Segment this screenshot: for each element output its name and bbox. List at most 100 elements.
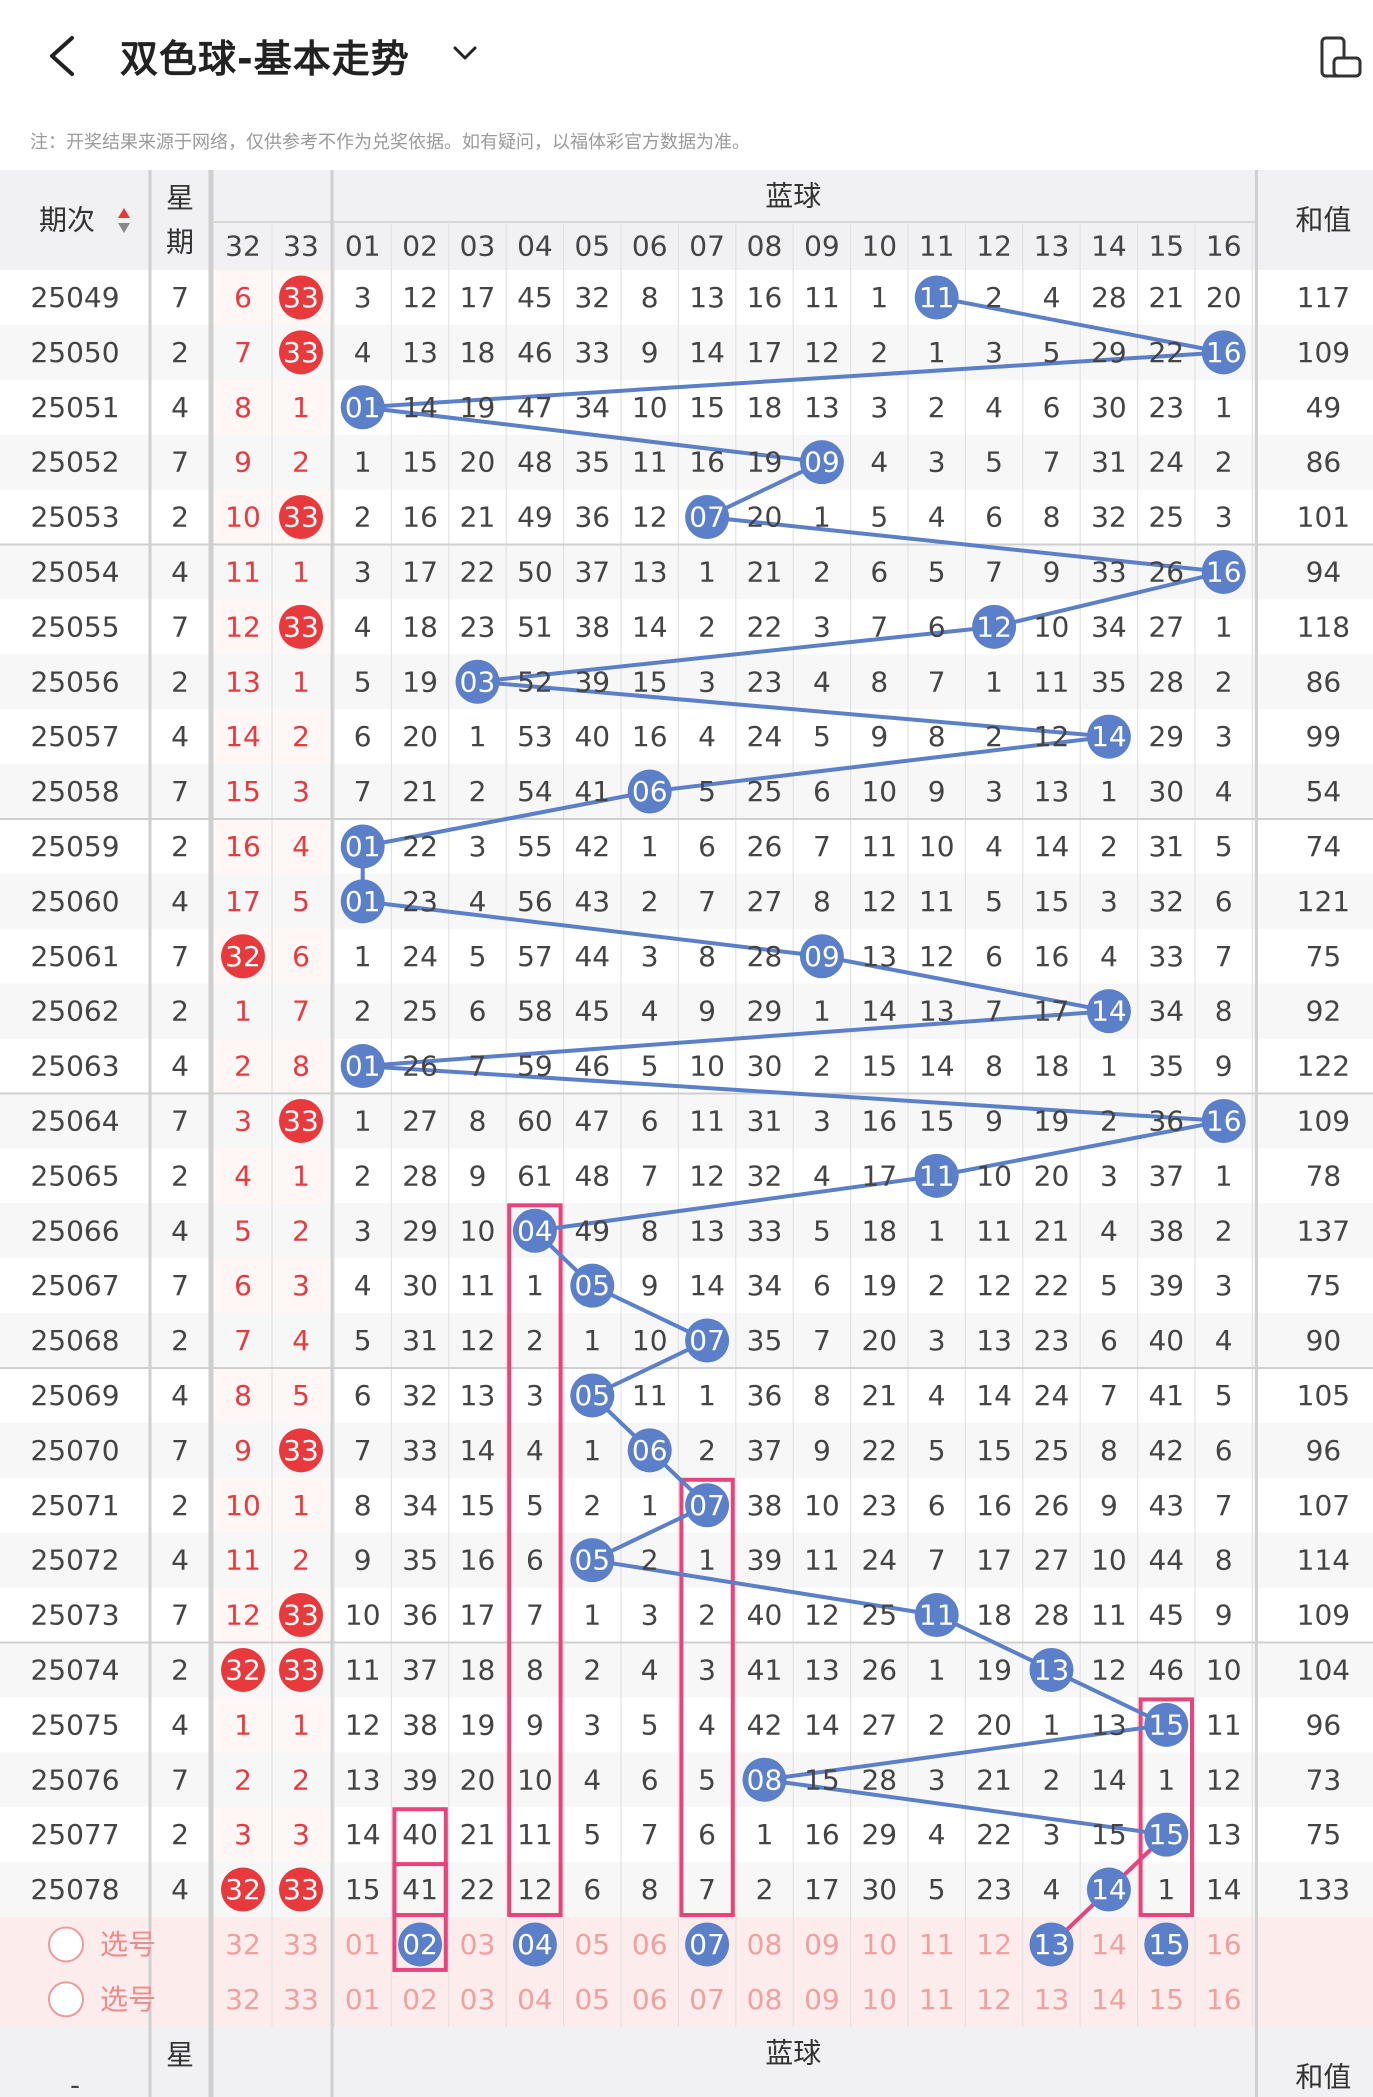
period-cell[interactable]: 25068 (30, 1324, 119, 1357)
selected-blue-ball[interactable] (398, 1922, 443, 1967)
period-cell[interactable]: 25055 (30, 610, 119, 643)
select-blue-option[interactable]: 12 (976, 1983, 1012, 2016)
blue-miss-cell: 5 (1043, 336, 1061, 369)
select-blue-option[interactable]: 13 (1034, 1983, 1070, 2016)
period-cell[interactable]: 25078 (30, 1873, 119, 1906)
select-blue-option[interactable]: 06 (632, 1928, 668, 1961)
period-cell[interactable]: 25057 (30, 720, 119, 753)
select-blue-option[interactable]: 08 (747, 1928, 783, 1961)
period-cell[interactable]: 25052 (30, 446, 119, 479)
sort-down-icon[interactable] (118, 223, 130, 233)
sort-up-icon[interactable] (118, 208, 130, 218)
select-label[interactable]: 选号 (100, 1983, 156, 2016)
period-cell[interactable]: 25065 (30, 1159, 119, 1192)
period-cell[interactable]: 25053 (30, 501, 119, 534)
period-cell[interactable]: 25070 (30, 1434, 119, 1467)
select-radio[interactable] (48, 1981, 84, 2018)
period-cell[interactable]: 25075 (30, 1708, 119, 1741)
period-cell[interactable]: 25064 (30, 1104, 119, 1137)
period-cell[interactable]: 25051 (30, 391, 119, 424)
select-red-option[interactable]: 32 (225, 1983, 261, 2016)
select-blue-option[interactable]: 06 (632, 1983, 668, 2016)
sum-cell: 86 (1306, 665, 1342, 698)
period-cell[interactable]: 25076 (30, 1763, 119, 1796)
selected-blue-number[interactable]: 04 (517, 1928, 553, 1961)
period-cell[interactable]: 25072 (30, 1544, 119, 1577)
select-blue-option[interactable]: 05 (574, 1928, 610, 1961)
period-cell[interactable]: 25059 (30, 830, 119, 863)
selected-blue-number[interactable]: 15 (1148, 1928, 1184, 1961)
blue-miss-cell: 58 (517, 995, 553, 1028)
chevron-down-icon[interactable] (450, 38, 480, 68)
page-title[interactable]: 双色球-基本走势 (120, 37, 410, 81)
weekday-cell: 7 (171, 446, 189, 479)
period-cell[interactable]: 25054 (30, 555, 119, 588)
select-red-option[interactable]: 32 (225, 1928, 261, 1961)
selected-blue-number[interactable]: 07 (689, 1928, 725, 1961)
red-miss-cell: 13 (225, 665, 261, 698)
select-blue-option[interactable]: 08 (747, 1983, 783, 2016)
rotate-screen-icon[interactable] (1318, 36, 1362, 80)
period-cell[interactable]: 25060 (30, 885, 119, 918)
period-cell[interactable]: 25074 (30, 1653, 119, 1686)
select-blue-option[interactable]: 09 (804, 1928, 840, 1961)
period-header[interactable]: 期次 (39, 204, 95, 237)
blue-miss-cell: 17 (402, 555, 438, 588)
select-blue-option[interactable]: 02 (402, 1983, 438, 2016)
select-blue-option[interactable]: 14 (1091, 1928, 1127, 1961)
period-cell[interactable]: 25050 (30, 336, 119, 369)
select-blue-option[interactable]: 12 (976, 1928, 1012, 1961)
select-blue-option[interactable]: 15 (1148, 1983, 1184, 2016)
select-radio[interactable] (48, 1926, 84, 1963)
select-blue-option[interactable]: 11 (919, 1928, 955, 1961)
select-blue-option[interactable]: 10 (861, 1928, 897, 1961)
selected-blue-ball[interactable] (1144, 1922, 1189, 1967)
blue-miss-cell: 3 (354, 1214, 372, 1247)
period-cell[interactable]: 25067 (30, 1269, 119, 1302)
select-red-option[interactable]: 33 (283, 1928, 319, 1961)
period-cell[interactable]: 25077 (30, 1818, 119, 1851)
select-blue-option[interactable]: 01 (345, 1928, 381, 1961)
period-cell[interactable]: 25066 (30, 1214, 119, 1247)
select-blue-option[interactable]: 01 (345, 1983, 381, 2016)
select-blue-option[interactable]: 16 (1206, 1983, 1242, 2016)
select-blue-option[interactable]: 03 (460, 1928, 496, 1961)
blue-miss-cell: 7 (813, 830, 831, 863)
blue-miss-cell: 30 (402, 1269, 438, 1302)
period-cell[interactable]: 25061 (30, 940, 119, 973)
selected-blue-ball[interactable] (512, 1922, 557, 1967)
period-cell[interactable]: 25073 (30, 1599, 119, 1632)
select-blue-option[interactable]: 16 (1206, 1928, 1242, 1961)
blue-miss-cell: 20 (460, 446, 496, 479)
period-cell[interactable]: 25049 (30, 281, 119, 314)
selected-blue-number[interactable]: 02 (402, 1928, 438, 1961)
selected-blue-ball[interactable] (1029, 1922, 1074, 1967)
select-blue-option[interactable]: 05 (574, 1983, 610, 2016)
select-blue-option[interactable]: 09 (804, 1983, 840, 2016)
select-blue-option[interactable]: 10 (861, 1983, 897, 2016)
select-blue-option[interactable]: 11 (919, 1983, 955, 2016)
blue-miss-cell: 13 (689, 1214, 725, 1247)
select-red-option[interactable]: 33 (283, 1983, 319, 2016)
blue-ball (570, 1538, 615, 1583)
back-arrow-icon[interactable] (42, 30, 82, 82)
select-label[interactable]: 选号 (100, 1928, 156, 1961)
period-cell[interactable]: 25071 (30, 1489, 119, 1522)
select-blue-option[interactable]: 03 (460, 1983, 496, 2016)
period-cell[interactable]: 25069 (30, 1379, 119, 1412)
period-cell[interactable]: 25058 (30, 775, 119, 808)
selected-blue-number[interactable]: 13 (1034, 1928, 1070, 1961)
blue-miss-cell: 9 (1215, 1599, 1233, 1632)
period-cell[interactable]: 25056 (30, 665, 119, 698)
blue-miss-cell: 25 (1034, 1434, 1070, 1467)
select-blue-option[interactable]: 14 (1091, 1983, 1127, 2016)
period-cell[interactable]: 25063 (30, 1050, 119, 1083)
blue-ball-number: 14 (1091, 995, 1127, 1028)
selected-blue-ball[interactable] (685, 1922, 730, 1967)
select-blue-option[interactable]: 07 (689, 1983, 725, 2016)
period-cell[interactable]: 25062 (30, 995, 119, 1028)
select-blue-option[interactable]: 04 (517, 1983, 553, 2016)
blue-miss-cell: 9 (985, 1104, 1003, 1137)
red-miss-cell: 1 (234, 995, 252, 1028)
sum-cell: 73 (1306, 1763, 1342, 1796)
